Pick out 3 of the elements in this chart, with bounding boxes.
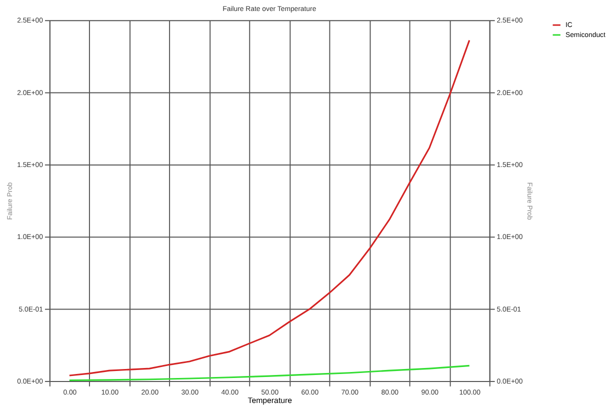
line-series	[68, 40, 470, 376]
line-series	[68, 364, 470, 382]
x-axis-title: Temperature	[248, 396, 293, 406]
